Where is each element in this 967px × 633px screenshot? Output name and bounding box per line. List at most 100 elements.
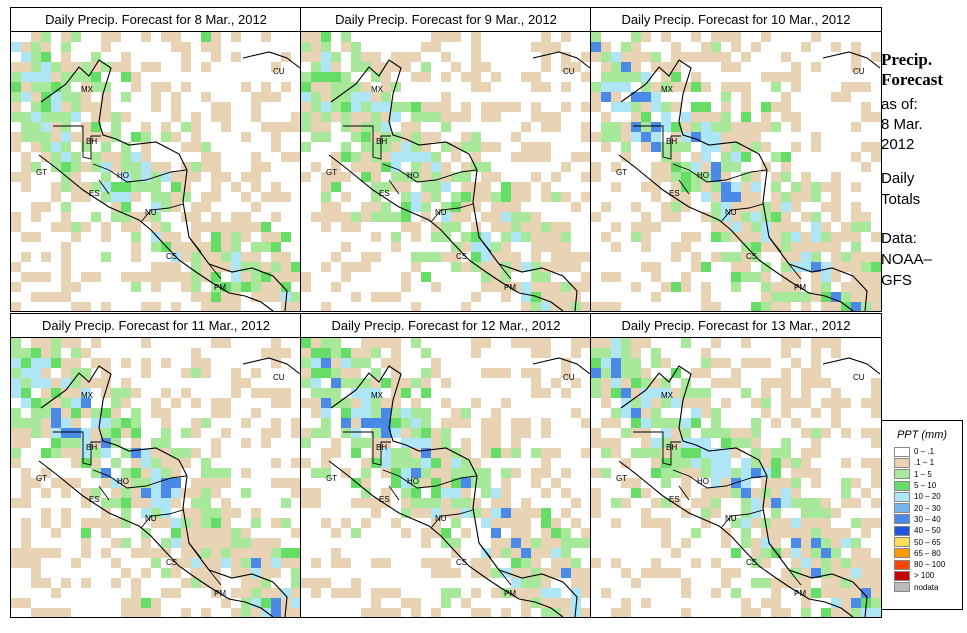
precip-cell <box>281 282 291 292</box>
precip-cell <box>811 378 821 388</box>
legend-item: 1 – 5 <box>894 469 962 480</box>
precip-cell <box>841 232 851 242</box>
precip-cell <box>431 192 441 202</box>
precip-cell <box>381 122 391 132</box>
precip-cell <box>61 398 71 408</box>
precip-cell <box>271 598 281 608</box>
precip-cell <box>601 378 611 388</box>
precip-cell <box>721 102 731 112</box>
precip-cell <box>101 92 111 102</box>
precip-cell <box>781 578 791 588</box>
precip-cell <box>531 368 541 378</box>
precip-cell <box>411 378 421 388</box>
precip-cell <box>541 42 551 52</box>
precip-cell <box>481 558 491 568</box>
precip-cell <box>211 172 221 182</box>
precip-cell <box>781 408 791 418</box>
precip-cell <box>421 418 431 428</box>
precip-cell <box>611 448 621 458</box>
precip-cell <box>641 428 651 438</box>
precip-cell <box>171 172 181 182</box>
precip-cell <box>341 428 351 438</box>
precip-cell <box>541 282 551 292</box>
precip-cell <box>371 558 381 568</box>
precip-cell <box>141 212 151 222</box>
precip-cell <box>161 232 171 242</box>
precip-cell <box>81 72 91 82</box>
precip-cell <box>811 232 821 242</box>
precip-cell <box>531 252 541 262</box>
precip-cell <box>621 388 631 398</box>
precip-cell <box>521 182 531 192</box>
precip-cell <box>741 272 751 282</box>
precip-cell <box>391 62 401 72</box>
precip-cell <box>801 588 811 598</box>
precip-cell <box>591 32 601 42</box>
precip-cell <box>441 202 451 212</box>
precip-cell <box>631 122 641 132</box>
precip-cell <box>761 358 771 368</box>
precip-cell <box>591 132 601 142</box>
precip-cell <box>11 548 21 558</box>
precip-cell <box>781 102 791 112</box>
precip-cell <box>31 142 41 152</box>
precip-cell <box>211 42 221 52</box>
precip-cell <box>271 418 281 428</box>
precip-cell <box>111 538 121 548</box>
precip-cell <box>221 282 231 292</box>
precip-cell <box>731 282 741 292</box>
precip-cell <box>141 172 151 182</box>
legend-swatch <box>894 514 910 525</box>
precip-cell <box>651 162 661 172</box>
precip-cell <box>511 468 521 478</box>
precip-cell <box>21 42 31 52</box>
precip-cell <box>101 468 111 478</box>
precip-cell <box>331 348 341 358</box>
precip-cell <box>61 262 71 272</box>
precip-cell <box>381 152 391 162</box>
precip-cell <box>11 408 21 418</box>
precip-cell <box>331 52 341 62</box>
precip-cell <box>471 242 481 252</box>
precip-cell <box>651 398 661 408</box>
precip-cell <box>361 348 371 358</box>
precip-cell <box>71 438 81 448</box>
precip-cell <box>561 468 571 478</box>
precip-cell <box>271 212 281 222</box>
precip-cell <box>711 52 721 62</box>
precip-cell <box>531 508 541 518</box>
precip-cell <box>261 232 271 242</box>
precip-cell <box>581 132 591 142</box>
precip-cell <box>421 42 431 52</box>
precip-cell <box>801 598 811 608</box>
precip-cell <box>801 252 811 262</box>
precip-cell <box>711 448 721 458</box>
precip-cell <box>791 272 801 282</box>
precip-cell <box>271 92 281 102</box>
precip-cell <box>291 558 301 568</box>
precip-cell <box>341 112 351 122</box>
precip-cell <box>361 142 371 152</box>
precip-cell <box>311 558 321 568</box>
precip-cell <box>771 578 781 588</box>
precip-cell <box>531 242 541 252</box>
precip-cell <box>771 468 781 478</box>
country-label: NU <box>725 208 737 217</box>
country-label: MX <box>81 85 94 94</box>
precip-cell <box>491 222 501 232</box>
precip-cell <box>101 302 111 311</box>
precip-cell <box>291 478 301 488</box>
precip-cell <box>211 52 221 62</box>
precip-cell <box>481 232 491 242</box>
precip-cell <box>191 398 201 408</box>
precip-cell <box>841 262 851 272</box>
legend-item: 80 – 100 <box>894 559 962 570</box>
precip-cell <box>741 152 751 162</box>
precip-cell <box>771 528 781 538</box>
precip-cell <box>21 488 31 498</box>
precip-cell <box>261 428 271 438</box>
precip-cell <box>851 538 861 548</box>
precip-cell <box>221 252 231 262</box>
precip-cell <box>551 222 561 232</box>
precip-cell <box>501 518 511 528</box>
